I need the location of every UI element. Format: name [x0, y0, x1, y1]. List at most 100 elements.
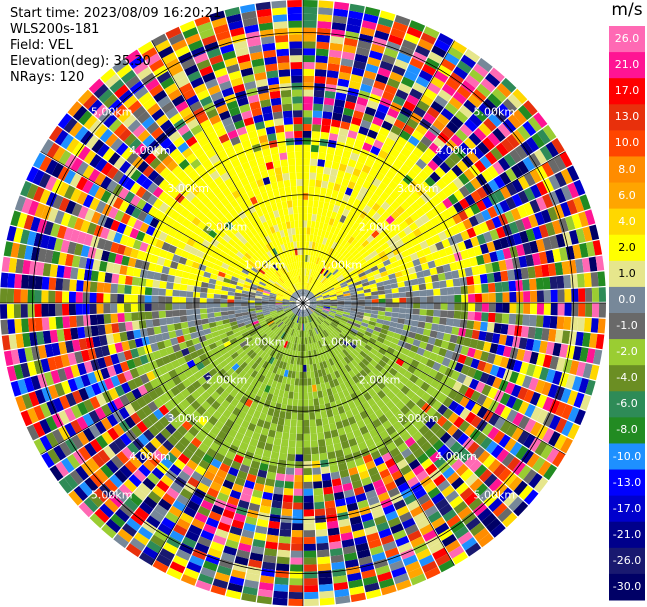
- radar-gate: [366, 234, 375, 243]
- radar-gate: [407, 425, 419, 437]
- radar-gate: [284, 474, 294, 482]
- radar-gate: [507, 456, 521, 472]
- radar-gate: [185, 303, 193, 310]
- radar-gate: [379, 430, 390, 440]
- radar-gate: [378, 294, 386, 299]
- radar-gate: [335, 212, 342, 222]
- radar-gate: [505, 167, 518, 182]
- radar-gate: [487, 312, 496, 323]
- radar-gate: [409, 88, 423, 100]
- radar-gate: [396, 112, 409, 124]
- radar-gate: [512, 360, 523, 373]
- radar-gate: [444, 436, 457, 449]
- radar-gate: [179, 309, 187, 316]
- radar-gate: [0, 272, 9, 288]
- radar-gate: [367, 208, 377, 218]
- radar-gate: [303, 213, 308, 221]
- radar-gate: [536, 290, 545, 303]
- radar-gate: [278, 542, 291, 551]
- radar-gate: [455, 260, 465, 270]
- radar-gate: [572, 346, 582, 361]
- radar-gate: [362, 113, 374, 123]
- radar-gate: [309, 300, 317, 303]
- radar-gate: [573, 196, 585, 213]
- radar-gate: [476, 141, 490, 155]
- radar-gate: [352, 325, 360, 331]
- radar-gate: [475, 254, 485, 266]
- radar-gate: [329, 422, 337, 431]
- radar-gate: [477, 450, 491, 464]
- radar-gate: [303, 123, 312, 132]
- radar-gate: [542, 193, 554, 209]
- radar-gate: [321, 277, 328, 284]
- radar-gate: [313, 200, 319, 208]
- radar-gate: [0, 304, 8, 319]
- radar-gate: [370, 287, 378, 292]
- radar-gate: [351, 222, 360, 231]
- radar-gate: [359, 170, 369, 181]
- radar-gate: [309, 305, 316, 309]
- radar-gate: [441, 173, 453, 186]
- radar-gate: [303, 337, 306, 345]
- radar-gate: [390, 27, 406, 40]
- radar-gate: [316, 318, 322, 325]
- radar-gate: [303, 536, 316, 545]
- radar-gate: [474, 303, 483, 312]
- radar-gate: [432, 439, 445, 451]
- radar-gate: [315, 257, 321, 265]
- radar-gate: [389, 342, 398, 350]
- radar-gate: [414, 419, 425, 431]
- radar-gate: [388, 367, 398, 377]
- radar-gate: [340, 283, 348, 289]
- radar-gate: [307, 255, 311, 263]
- radar-gate: [481, 283, 489, 293]
- radar-gate: [508, 221, 519, 235]
- radar-gate: [306, 371, 311, 379]
- radar-gate: [399, 297, 407, 303]
- radar-gate: [451, 326, 460, 336]
- radar-gate: [294, 474, 303, 483]
- radar-gate: [425, 282, 434, 290]
- radar-gate: [356, 96, 369, 107]
- radar-gate: [414, 217, 424, 228]
- radar-gate: [270, 507, 282, 516]
- radar-gate: [281, 397, 288, 406]
- radar-gate: [403, 226, 413, 236]
- radar-gate: [315, 62, 328, 71]
- radar-gate: [296, 357, 301, 365]
- radar-gate: [323, 320, 330, 326]
- radar-gate: [512, 88, 528, 104]
- radar-gate: [362, 180, 372, 190]
- radar-gate: [337, 229, 345, 238]
- radar-gate: [337, 360, 345, 369]
- radar-gate: [317, 257, 323, 266]
- radar-gate: [314, 411, 322, 420]
- radar-gate: [412, 227, 422, 238]
- radar-gate: [318, 274, 324, 281]
- radar-gate: [375, 133, 387, 144]
- radar-gate: [278, 452, 288, 461]
- radar-gate: [303, 481, 313, 489]
- radar-gate: [567, 406, 580, 423]
- radar-gate: [539, 367, 550, 381]
- radar-gate: [541, 328, 550, 341]
- radar-gate: [336, 292, 344, 296]
- radar-gate: [312, 287, 318, 294]
- radar-gate: [309, 298, 317, 302]
- radar-gate: [316, 296, 323, 300]
- radar-gate: [274, 431, 283, 440]
- radar-gate: [165, 303, 173, 311]
- radar-gate: [498, 487, 513, 502]
- radar-gate: [354, 139, 365, 149]
- radar-gate: [303, 371, 307, 379]
- radar-gate: [374, 110, 387, 121]
- radar-gate: [578, 377, 590, 394]
- radar-gate: [439, 432, 452, 444]
- radar-gate: [314, 290, 321, 296]
- radar-gate: [465, 517, 481, 531]
- radar-gate: [550, 303, 558, 316]
- radar-gate: [343, 217, 351, 226]
- radar-gate: [365, 174, 375, 184]
- radar-gate: [453, 416, 465, 429]
- radar-gate: [371, 161, 382, 172]
